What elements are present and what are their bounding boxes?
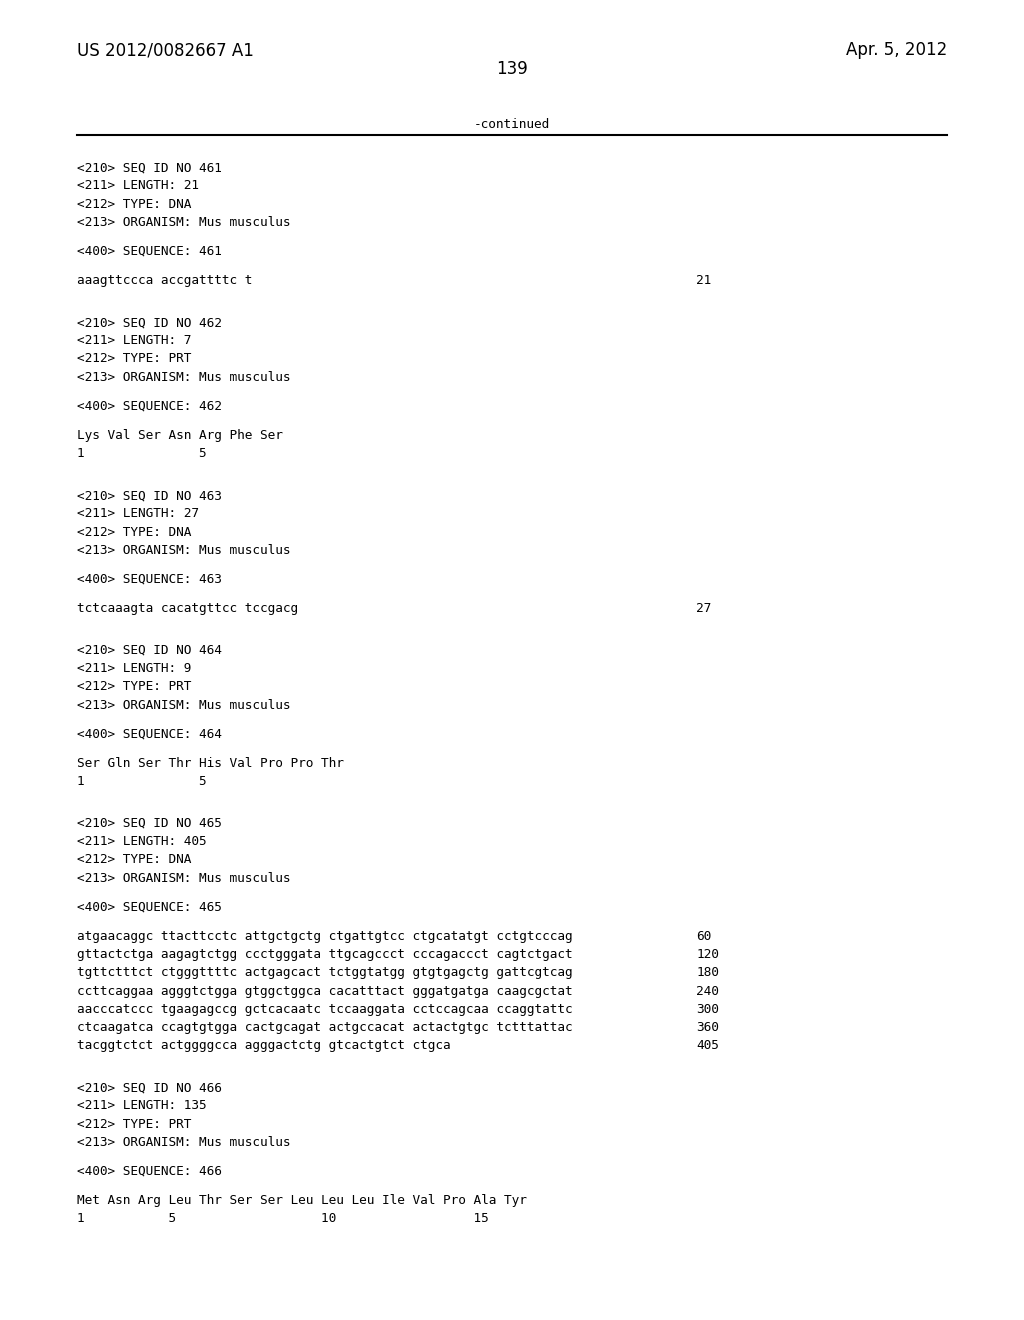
Text: <212> TYPE: DNA: <212> TYPE: DNA — [77, 854, 191, 866]
Text: <212> TYPE: PRT: <212> TYPE: PRT — [77, 352, 191, 366]
Text: <211> LENGTH: 405: <211> LENGTH: 405 — [77, 836, 207, 849]
Text: <400> SEQUENCE: 462: <400> SEQUENCE: 462 — [77, 400, 221, 413]
Text: <210> SEQ ID NO 462: <210> SEQ ID NO 462 — [77, 315, 221, 329]
Text: 405: 405 — [696, 1039, 719, 1052]
Text: <210> SEQ ID NO 461: <210> SEQ ID NO 461 — [77, 161, 221, 174]
Text: aacccatccc tgaagagccg gctcacaatc tccaaggata cctccagcaa ccaggtattc: aacccatccc tgaagagccg gctcacaatc tccaagg… — [77, 1003, 572, 1016]
Text: <213> ORGANISM: Mus musculus: <213> ORGANISM: Mus musculus — [77, 371, 290, 384]
Text: <212> TYPE: PRT: <212> TYPE: PRT — [77, 680, 191, 693]
Text: <211> LENGTH: 135: <211> LENGTH: 135 — [77, 1100, 207, 1113]
Text: <211> LENGTH: 27: <211> LENGTH: 27 — [77, 507, 199, 520]
Text: gttactctga aagagtctgg ccctgggata ttgcagccct cccagaccct cagtctgact: gttactctga aagagtctgg ccctgggata ttgcagc… — [77, 948, 572, 961]
Text: tacggtctct actggggcca agggactctg gtcactgtct ctgca: tacggtctct actggggcca agggactctg gtcactg… — [77, 1039, 451, 1052]
Text: <211> LENGTH: 7: <211> LENGTH: 7 — [77, 334, 191, 347]
Text: 1               5: 1 5 — [77, 447, 207, 461]
Text: <213> ORGANISM: Mus musculus: <213> ORGANISM: Mus musculus — [77, 1135, 290, 1148]
Text: <212> TYPE: DNA: <212> TYPE: DNA — [77, 525, 191, 539]
Text: 1               5: 1 5 — [77, 775, 207, 788]
Text: tgttctttct ctgggttttc actgagcact tctggtatgg gtgtgagctg gattcgtcag: tgttctttct ctgggttttc actgagcact tctggta… — [77, 966, 572, 979]
Text: <211> LENGTH: 21: <211> LENGTH: 21 — [77, 180, 199, 193]
Text: Lys Val Ser Asn Arg Phe Ser: Lys Val Ser Asn Arg Phe Ser — [77, 429, 283, 442]
Text: tctcaaagta cacatgttcc tccgacg: tctcaaagta cacatgttcc tccgacg — [77, 602, 298, 615]
Text: aaagttccca accgattttc t: aaagttccca accgattttc t — [77, 275, 252, 288]
Text: 300: 300 — [696, 1003, 719, 1016]
Text: 360: 360 — [696, 1022, 719, 1034]
Text: US 2012/0082667 A1: US 2012/0082667 A1 — [77, 41, 254, 59]
Text: atgaacaggc ttacttcctc attgctgctg ctgattgtcc ctgcatatgt cctgtcccag: atgaacaggc ttacttcctc attgctgctg ctgattg… — [77, 931, 572, 942]
Text: <213> ORGANISM: Mus musculus: <213> ORGANISM: Mus musculus — [77, 544, 290, 557]
Text: Met Asn Arg Leu Thr Ser Ser Leu Leu Leu Ile Val Pro Ala Tyr: Met Asn Arg Leu Thr Ser Ser Leu Leu Leu … — [77, 1195, 526, 1206]
Text: <400> SEQUENCE: 464: <400> SEQUENCE: 464 — [77, 727, 221, 741]
Text: -continued: -continued — [474, 117, 550, 131]
Text: <400> SEQUENCE: 466: <400> SEQUENCE: 466 — [77, 1166, 221, 1177]
Text: <210> SEQ ID NO 466: <210> SEQ ID NO 466 — [77, 1081, 221, 1094]
Text: 21: 21 — [696, 275, 712, 288]
Text: <210> SEQ ID NO 463: <210> SEQ ID NO 463 — [77, 490, 221, 502]
Text: <210> SEQ ID NO 464: <210> SEQ ID NO 464 — [77, 644, 221, 657]
Text: <210> SEQ ID NO 465: <210> SEQ ID NO 465 — [77, 817, 221, 830]
Text: <213> ORGANISM: Mus musculus: <213> ORGANISM: Mus musculus — [77, 871, 290, 884]
Text: <212> TYPE: DNA: <212> TYPE: DNA — [77, 198, 191, 211]
Text: ctcaagatca ccagtgtgga cactgcagat actgccacat actactgtgc tctttattac: ctcaagatca ccagtgtgga cactgcagat actgcca… — [77, 1022, 572, 1034]
Text: <400> SEQUENCE: 461: <400> SEQUENCE: 461 — [77, 246, 221, 257]
Text: Ser Gln Ser Thr His Val Pro Pro Thr: Ser Gln Ser Thr His Val Pro Pro Thr — [77, 756, 344, 770]
Text: <213> ORGANISM: Mus musculus: <213> ORGANISM: Mus musculus — [77, 216, 290, 228]
Text: 1           5                   10                  15: 1 5 10 15 — [77, 1212, 488, 1225]
Text: 180: 180 — [696, 966, 719, 979]
Text: <212> TYPE: PRT: <212> TYPE: PRT — [77, 1118, 191, 1130]
Text: ccttcaggaa agggtctgga gtggctggca cacatttact gggatgatga caagcgctat: ccttcaggaa agggtctgga gtggctggca cacattt… — [77, 985, 572, 998]
Text: 120: 120 — [696, 948, 719, 961]
Text: Apr. 5, 2012: Apr. 5, 2012 — [846, 41, 947, 59]
Text: <213> ORGANISM: Mus musculus: <213> ORGANISM: Mus musculus — [77, 698, 290, 711]
Text: 139: 139 — [496, 59, 528, 78]
Text: 240: 240 — [696, 985, 719, 998]
Text: <211> LENGTH: 9: <211> LENGTH: 9 — [77, 663, 191, 675]
Text: <400> SEQUENCE: 463: <400> SEQUENCE: 463 — [77, 573, 221, 586]
Text: <400> SEQUENCE: 465: <400> SEQUENCE: 465 — [77, 900, 221, 913]
Text: 27: 27 — [696, 602, 712, 615]
Text: 60: 60 — [696, 931, 712, 942]
